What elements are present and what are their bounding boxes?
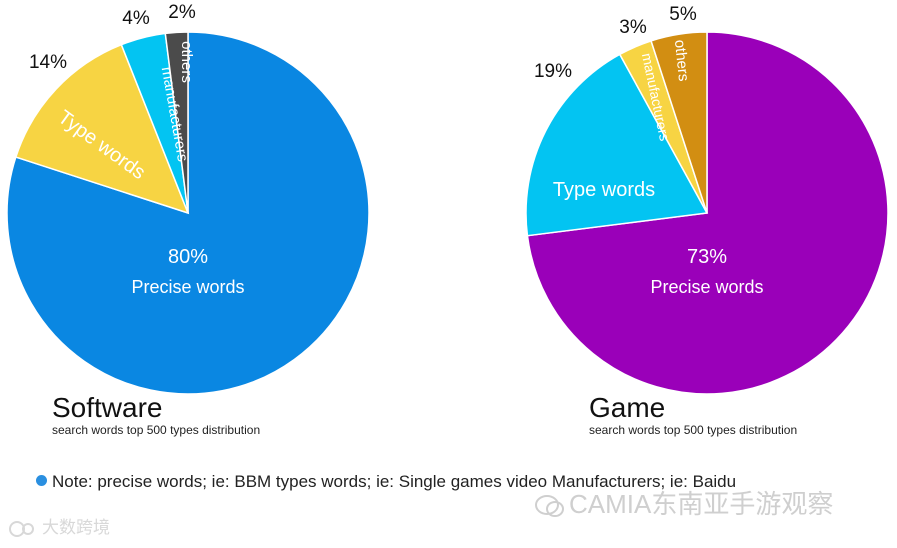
watermark-left: 大数跨境 bbox=[8, 513, 110, 538]
pie-software-main-label: Precise words bbox=[131, 277, 244, 297]
chart-subtitle-software: search words top 500 types distribution bbox=[52, 423, 261, 437]
note: Note: precise words; ie: BBM types words… bbox=[36, 472, 736, 492]
pie-game-percent-type-words: 19% bbox=[534, 61, 572, 82]
pie-software-slice-type-words bbox=[14, 43, 190, 215]
chart-subtitle-game: search words top 500 types distribution bbox=[589, 423, 798, 437]
watermark-logo-icon bbox=[9, 520, 34, 537]
note-text: Note: precise words; ie: BBM types words… bbox=[52, 472, 737, 491]
pie-game-percent-manufacturers: 3% bbox=[619, 17, 647, 38]
pie-game-main-percent: 73% bbox=[687, 246, 727, 268]
pie-software-slice-others bbox=[164, 31, 189, 214]
chart-title-game: Game bbox=[589, 392, 666, 423]
chart-title-software: Software bbox=[52, 392, 163, 423]
pie-game-label-others: others bbox=[671, 39, 692, 82]
watermark-right-text: CAMIA东南亚手游观察 bbox=[569, 489, 834, 519]
pie-software-percent-manufacturers: 4% bbox=[122, 8, 150, 29]
pie-game-percent-others: 5% bbox=[669, 4, 697, 25]
pie-software-label-others: others bbox=[178, 41, 195, 83]
watermark-left-text: 大数跨境 bbox=[42, 518, 110, 537]
wechat-icon bbox=[535, 495, 564, 518]
pie-game-label-type-words: Type words bbox=[553, 179, 655, 201]
note-bullet-icon bbox=[36, 475, 47, 486]
watermark-right: CAMIA东南亚手游观察 bbox=[535, 484, 833, 521]
pie-software-main-percent: 80% bbox=[168, 246, 208, 268]
pie-game-main-label: Precise words bbox=[650, 277, 763, 297]
pie-software-slice-precise-words bbox=[6, 31, 370, 395]
pie-game-slice-others bbox=[650, 31, 708, 214]
pie-game-slice-type-words bbox=[525, 53, 709, 237]
pie-software-percent-others: 2% bbox=[168, 2, 196, 23]
pie-software-percent-type-words: 14% bbox=[29, 52, 67, 73]
